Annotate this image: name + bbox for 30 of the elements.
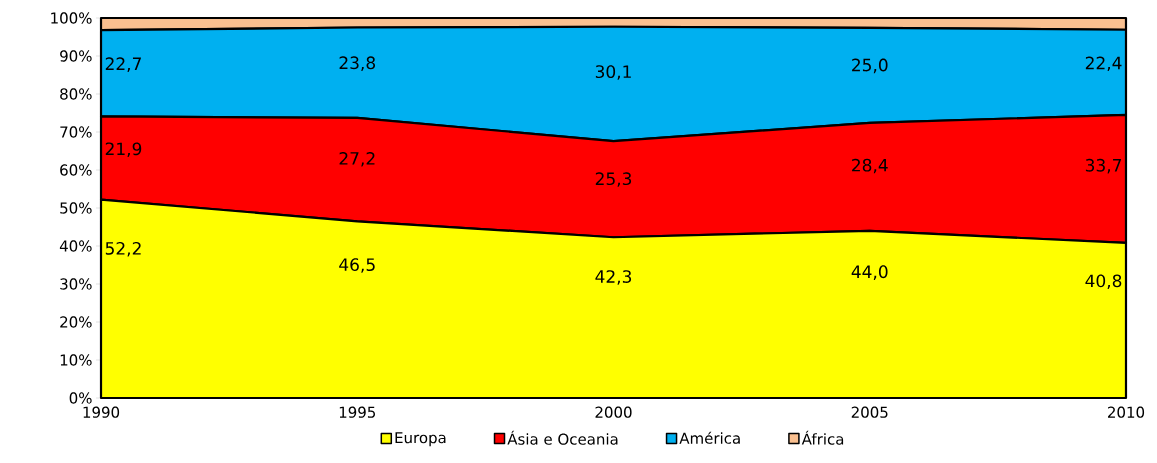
legend-label: Ásia e Oceania — [507, 430, 618, 445]
legend-label: África — [801, 430, 844, 445]
data-label: 28,4 — [852, 158, 888, 174]
legend-label: Europa — [395, 432, 446, 447]
y-tick-label: 90% — [60, 50, 92, 62]
data-label: 52,2 — [105, 241, 141, 257]
data-label: 40,8 — [1085, 274, 1122, 289]
y-tick-label: 0% — [69, 392, 92, 404]
x-tick-label: 1995 — [339, 406, 376, 418]
y-tick-label: 50% — [60, 202, 92, 214]
x-tick-label: 2010 — [1108, 406, 1145, 418]
y-tick-label: 10% — [60, 354, 92, 366]
data-label: 46,5 — [339, 258, 375, 273]
y-tick-label: 30% — [60, 278, 92, 290]
data-label: 42,3 — [595, 270, 632, 285]
y-tick-label: 80% — [60, 88, 92, 100]
y-tick-label: 20% — [60, 316, 92, 328]
x-tick-label: 2000 — [595, 406, 632, 418]
data-label: 21,9 — [105, 142, 142, 157]
y-tick-label: 70% — [60, 126, 92, 138]
data-label: 25,3 — [595, 172, 632, 187]
x-tick-label: 1990 — [83, 406, 120, 418]
x-tick-label: 2005 — [851, 406, 888, 418]
data-label: 27,2 — [339, 151, 375, 167]
y-tick-label: 60% — [60, 164, 92, 176]
y-tick-label: 100% — [51, 12, 92, 24]
y-tick-label: 40% — [59, 240, 92, 252]
data-label: 44,0 — [851, 265, 888, 280]
data-label: 33,7 — [1085, 158, 1121, 174]
legend-label: América — [679, 431, 740, 444]
